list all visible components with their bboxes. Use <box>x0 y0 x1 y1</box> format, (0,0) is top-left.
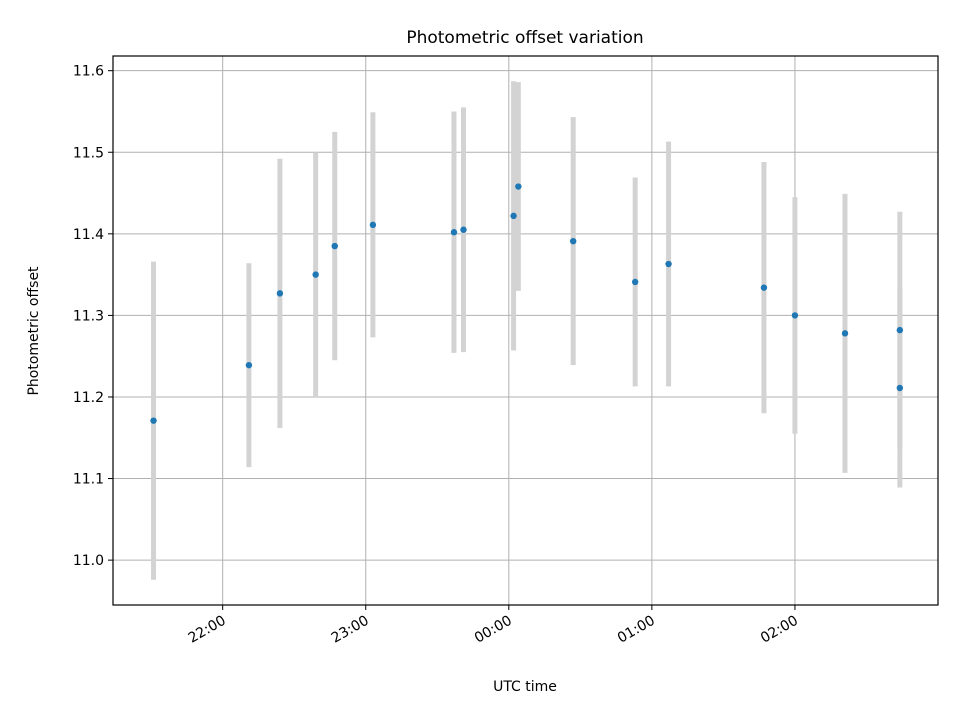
plot-area <box>112 55 939 606</box>
data-point <box>369 221 377 229</box>
data-point <box>896 384 904 392</box>
y-axis-ticks: 11.0 11.1 11.2 11.3 11.4 11.5 11.6 <box>73 64 113 569</box>
data-point <box>515 183 522 190</box>
y-tick-label: 11.6 <box>73 64 104 80</box>
data-point <box>245 361 253 369</box>
data-point <box>841 330 849 337</box>
axes-frame <box>112 55 939 606</box>
data-point <box>760 284 768 291</box>
data-point <box>150 417 157 424</box>
data-point <box>331 242 338 250</box>
y-tick-label: 11.3 <box>73 308 104 324</box>
data-point <box>276 290 284 297</box>
chart-title: Photometric offset variation <box>406 28 643 48</box>
data-point <box>631 278 639 286</box>
y-tick-label: 11.4 <box>73 227 104 243</box>
data-point <box>569 237 577 245</box>
y-tick-label: 11.0 <box>73 553 104 569</box>
y-tick-label: 11.5 <box>73 145 104 161</box>
y-tick-label: 11.2 <box>73 390 104 406</box>
data-point <box>510 212 517 220</box>
data-point <box>460 226 467 233</box>
data-point <box>896 326 904 334</box>
data-point <box>665 260 672 268</box>
data-point <box>450 229 458 236</box>
y-axis-label: Photometric offset <box>26 266 42 396</box>
y-tick-label: 11.1 <box>73 472 104 488</box>
data-point <box>312 271 319 278</box>
x-axis-label: UTC time <box>493 679 557 695</box>
data-point <box>791 312 799 319</box>
data-points <box>150 183 904 424</box>
